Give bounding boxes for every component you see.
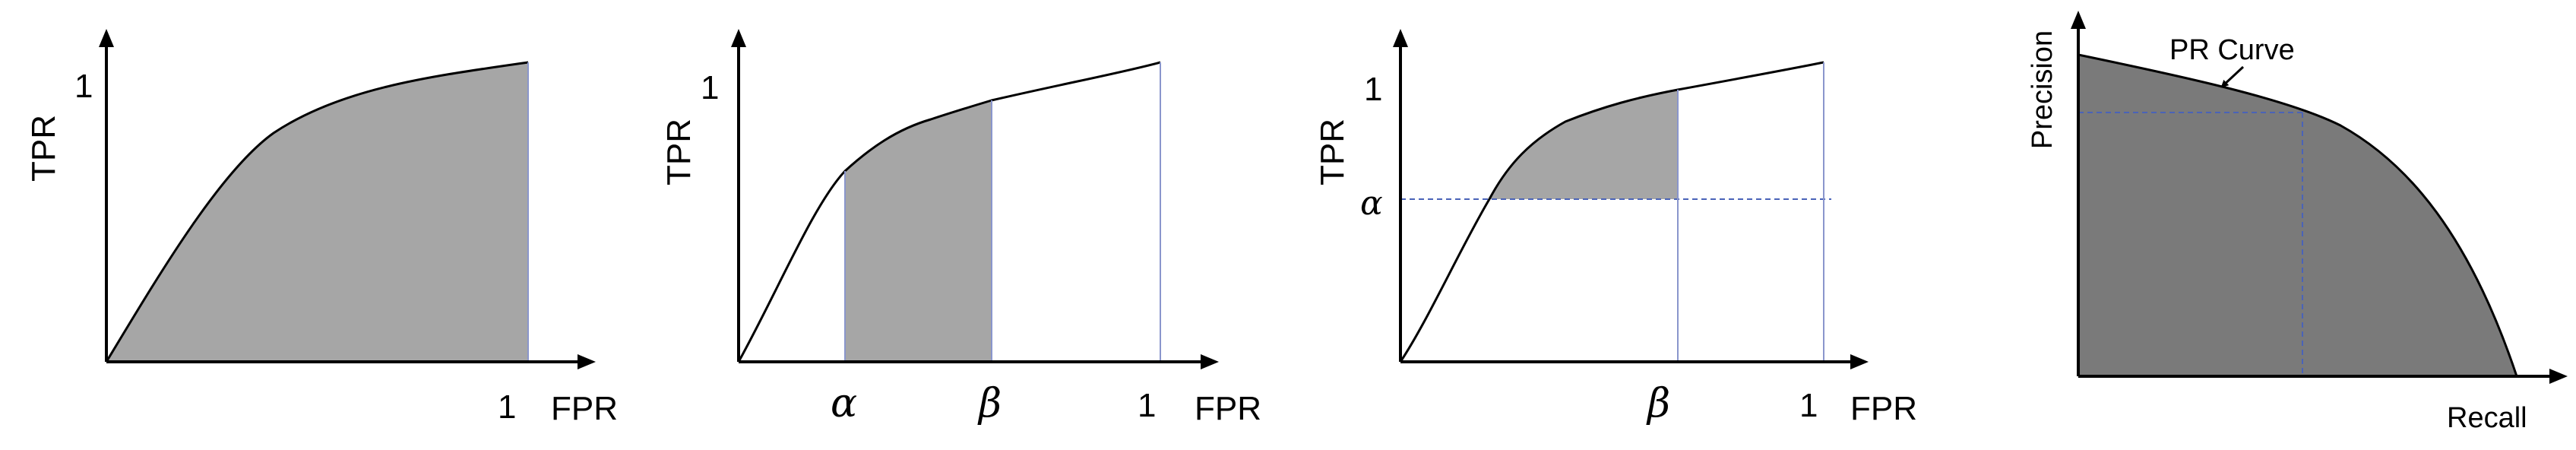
beta-tick: β <box>977 381 1002 426</box>
x-tick-one: 1 <box>498 388 516 426</box>
y-tick-one: 1 <box>1364 71 1382 108</box>
y-axis-arrow-icon <box>731 29 746 47</box>
panel-partial-auc-fpr: TPR 1 α β 1 FPR <box>660 29 1261 427</box>
roc-curve <box>737 61 1161 363</box>
beta-tick: β <box>1646 381 1670 426</box>
shaded-partial-auc-tpr <box>1489 90 1678 199</box>
y-tick-one: 1 <box>74 68 93 105</box>
pr-curve-label: PR Curve <box>2169 34 2295 66</box>
y-axis-arrow-icon <box>99 29 114 47</box>
y-axis-arrow-icon <box>2071 11 2086 29</box>
alpha-tick: α <box>1360 184 1383 223</box>
y-axis-label: TPR <box>25 115 62 182</box>
x-axis-arrow-icon <box>578 354 596 369</box>
roc-curve <box>105 61 529 363</box>
y-axis-label: Precision <box>2027 30 2059 149</box>
x-axis-label: FPR <box>1195 390 1261 427</box>
y-tick-one: 1 <box>701 69 719 106</box>
alpha-tick: α <box>831 381 857 426</box>
x-axis-arrow-icon <box>1201 354 1219 369</box>
y-axis-arrow-icon <box>1393 29 1408 47</box>
panel-full-auc: TPR 1 1 FPR <box>25 29 618 427</box>
panel-pr-curve: Precision Recall PR Curve <box>2027 11 2568 434</box>
x-tick-one: 1 <box>1138 387 1156 424</box>
shaded-partial-auc-fpr <box>845 100 992 362</box>
roc-curve <box>1399 61 1824 363</box>
x-axis-arrow-icon <box>1850 354 1869 369</box>
shaded-full-auc <box>106 62 528 362</box>
y-axis-label: TPR <box>1314 119 1351 185</box>
pr-curve <box>2078 53 2518 377</box>
y-axis-label: TPR <box>660 119 698 185</box>
pr-curve-pointer-arrow-icon <box>2220 65 2245 88</box>
x-axis-label: Recall <box>2447 402 2527 434</box>
panel-partial-auc-tpr: TPR 1 α β 1 FPR <box>1314 29 1917 427</box>
x-tick-one: 1 <box>1799 387 1818 424</box>
x-axis-arrow-icon <box>2549 369 2568 384</box>
x-axis-label: FPR <box>1850 390 1917 427</box>
x-axis-label: FPR <box>551 390 618 427</box>
shaded-pr-auc <box>2078 55 2517 376</box>
